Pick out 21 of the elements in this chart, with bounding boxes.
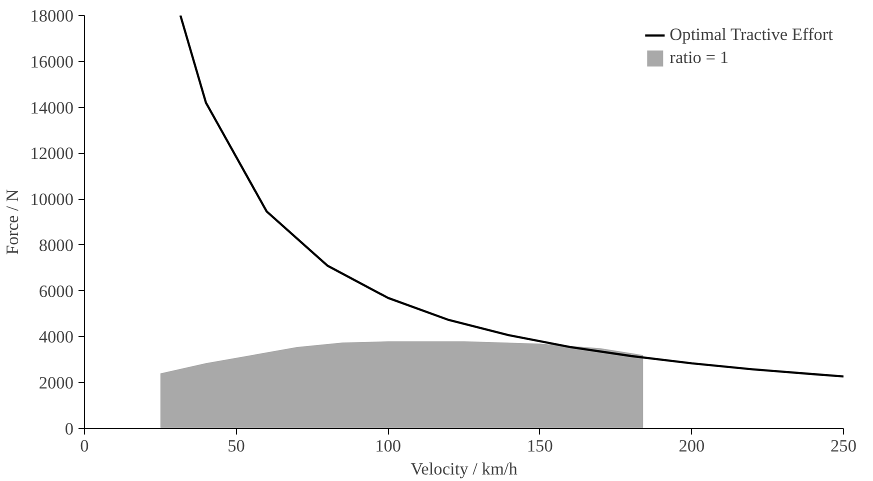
x-tick-label: 250 [830, 436, 857, 456]
y-tick-label: 14000 [30, 98, 74, 118]
y-tick-label: 4000 [38, 328, 74, 347]
legend-label: ratio = 1 [670, 48, 729, 68]
x-tick-label: 200 [678, 436, 705, 456]
y-tick-label: 0 [64, 420, 74, 438]
y-tick-label: 8000 [38, 236, 74, 255]
y-axis-title: Force / N [3, 188, 22, 255]
x-tick-label: 0 [80, 436, 89, 456]
x-tick-label: 150 [526, 436, 553, 456]
y-tick-label: 6000 [38, 282, 74, 301]
legend-label: Optimal Tractive Effort [670, 25, 833, 45]
x-tick-label: 100 [375, 436, 402, 456]
line-series [179, 16, 844, 378]
y-tick-label: 10000 [30, 190, 74, 210]
y-tick-label: 12000 [30, 144, 74, 164]
y-tick-label: 18000 [30, 6, 74, 26]
y-tick-label: 2000 [38, 374, 74, 393]
y-tick-label: 16000 [30, 52, 74, 72]
x-tick-label: 50 [228, 436, 245, 456]
x-axis-title: Velocity / km/h [410, 460, 518, 478]
